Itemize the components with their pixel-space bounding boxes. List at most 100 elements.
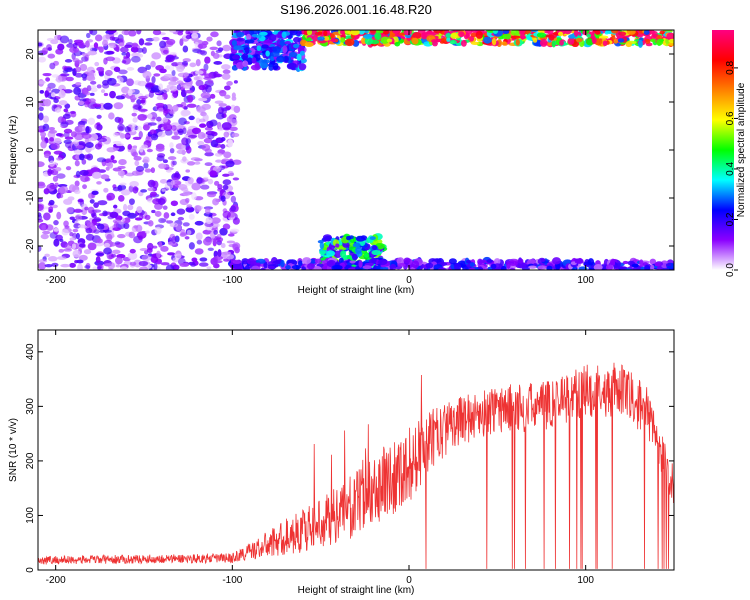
heatmap-cell [98, 46, 104, 53]
heatmap-cell [192, 48, 202, 53]
heatmap-cell [73, 42, 78, 49]
heatmap-cell [546, 265, 553, 270]
heatmap-cell [344, 38, 355, 47]
heatmap-cell [82, 184, 87, 190]
heatmap-cell [349, 260, 356, 264]
heatmap-cell [59, 238, 64, 242]
heatmap-cell [326, 250, 336, 257]
heatmap-cell [48, 209, 53, 213]
heatmap-cell [591, 36, 597, 44]
heatmap-cell [668, 38, 674, 44]
heatmap-cell [355, 235, 366, 242]
heatmap-cell [255, 262, 261, 267]
heatmap-cell [171, 235, 177, 244]
heatmap-cell [118, 221, 124, 225]
y-tick-label: -10 [25, 190, 36, 205]
heatmap-cell [540, 258, 545, 263]
heatmap-cell [335, 243, 340, 248]
heatmap-cell [53, 238, 60, 247]
heatmap-cell [90, 85, 97, 89]
heatmap-cell [185, 34, 192, 40]
heatmap-cell [217, 47, 224, 52]
heatmap-cell [323, 36, 330, 41]
colorbar-gradient [712, 30, 734, 270]
heatmap-cell [643, 30, 650, 35]
heatmap-cell [186, 103, 197, 108]
heatmap-cell [518, 258, 524, 264]
heatmap-cell [246, 57, 253, 65]
heatmap-cell [169, 110, 176, 115]
heatmap-cell [58, 90, 66, 99]
heatmap-cell [85, 142, 94, 149]
heatmap-cell [85, 40, 90, 48]
heatmap-cell [72, 58, 80, 63]
heatmap-cell [342, 242, 350, 248]
heatmap-cell [42, 72, 52, 77]
heatmap-cell [412, 32, 422, 39]
heatmap-cell [299, 50, 305, 56]
heatmap-cell [170, 124, 177, 131]
heatmap-cell [38, 112, 44, 121]
heatmap-cell [196, 106, 206, 113]
heatmap-cell [622, 260, 629, 265]
heatmap-cell [193, 76, 200, 81]
heatmap-cell [159, 179, 168, 184]
heatmap-cell [42, 123, 50, 132]
heatmap-cell [125, 172, 135, 177]
heatmap-cell [79, 169, 89, 176]
heatmap-cell [659, 38, 665, 42]
heatmap-cell [60, 121, 69, 127]
heatmap-cell [210, 257, 218, 266]
heatmap-cell [222, 173, 230, 177]
heatmap-cell [96, 84, 102, 89]
heatmap-cell [282, 45, 288, 54]
heatmap-cell [199, 123, 207, 128]
heatmap-cell [213, 61, 223, 65]
heatmap-cell [460, 39, 467, 47]
heatmap-cell [62, 113, 71, 120]
colorbar: 0.0 0.2 0.4 0.6 0.8 Normalized spectral ampl… [712, 30, 747, 277]
heatmap-cell [314, 31, 322, 36]
heatmap-cell [171, 135, 181, 140]
heatmap-cell [448, 258, 457, 265]
heatmap-cell [458, 31, 465, 38]
heatmap-cell [301, 266, 306, 270]
heatmap-cell [236, 37, 245, 42]
heatmap-cell [103, 102, 113, 110]
heatmap-cell [117, 233, 126, 239]
heatmap-cell [575, 37, 583, 43]
heatmap-cell [79, 153, 85, 161]
heatmap-cell [75, 232, 81, 240]
heatmap-cell [145, 64, 152, 70]
heatmap-cell [104, 69, 113, 77]
heatmap-cell [468, 267, 476, 270]
heatmap-cell [176, 61, 184, 66]
heatmap-cell [73, 87, 82, 95]
heatmap-cell [202, 237, 212, 246]
heatmap-cell [40, 140, 47, 149]
heatmap-cell [159, 40, 167, 49]
heatmap-cell [39, 90, 45, 94]
heatmap-cell [44, 263, 53, 268]
heatmap-cell [222, 179, 232, 186]
heatmap-cell [198, 262, 209, 267]
heatmap-cell [200, 184, 210, 190]
heatmap-cell [115, 257, 123, 265]
heatmap-cell [90, 87, 98, 93]
heatmap-cell [60, 263, 71, 268]
heatmap-cell [469, 262, 476, 267]
heatmap-cell [594, 30, 601, 35]
heatmap-cell [437, 267, 447, 270]
heatmap-cell [112, 186, 120, 192]
heatmap-cell [55, 75, 63, 83]
heatmap-cell [157, 131, 166, 138]
heatmap-cell [93, 229, 100, 234]
heatmap-cell [87, 242, 97, 251]
heatmap-cell [206, 266, 212, 270]
heatmap-cell [66, 43, 75, 48]
heatmap-cell [131, 42, 139, 48]
heatmap-cell [265, 50, 270, 57]
heatmap-cell [106, 77, 117, 86]
x-tick-label: -100 [222, 575, 242, 586]
